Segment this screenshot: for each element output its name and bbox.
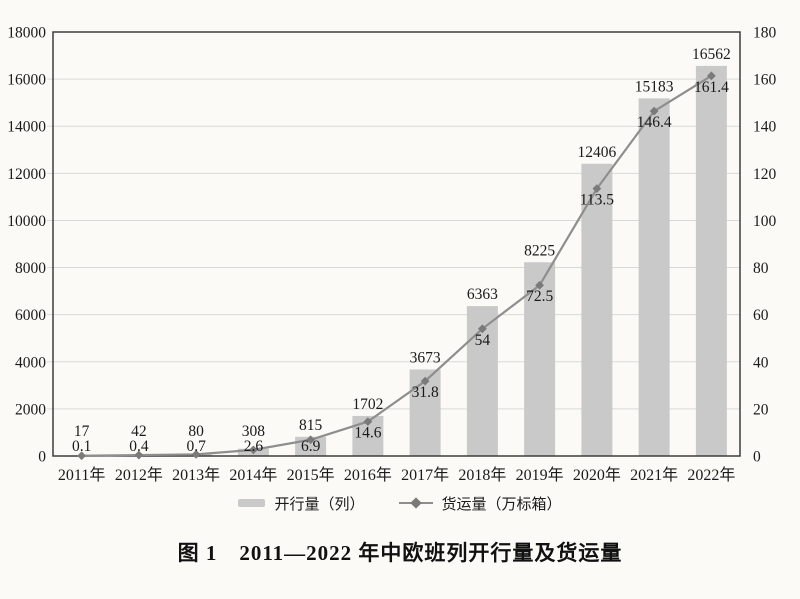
line-value-label: 0.7	[186, 438, 206, 455]
chart-legend: 开行量（列） 货运量（万标箱）	[0, 492, 800, 514]
y-axis-tick-label-right: 160	[753, 72, 777, 89]
plot-border	[52, 31, 741, 457]
line-marker	[592, 184, 602, 194]
line-marker	[248, 445, 258, 455]
bar-swatch-icon	[238, 499, 266, 507]
bar-value-label: 16562	[692, 46, 731, 63]
line-value-label: 113.5	[580, 192, 615, 209]
x-axis-tick-label: 2011年	[58, 466, 105, 484]
line-marker	[420, 376, 430, 386]
x-axis-tick-label: 2022年	[687, 466, 735, 484]
y-axis-tick-label-left: 18000	[7, 25, 46, 42]
y-axis-tick-label-left: 14000	[7, 119, 46, 136]
y-axis-tick-label-right: 40	[753, 354, 769, 371]
line-value-label: 146.4	[637, 114, 672, 131]
bar-value-label: 80	[188, 423, 204, 440]
line-series	[81, 74, 712, 457]
y-axis-tick-label-left: 8000	[15, 260, 46, 277]
line-marker	[363, 417, 373, 427]
y-axis-tick-label-right: 140	[753, 119, 777, 136]
line-marker	[191, 449, 201, 459]
x-axis-tick-label: 2018年	[458, 466, 506, 484]
line-marker	[649, 106, 659, 116]
line-marker	[706, 71, 716, 81]
x-axis-tick-label: 2020年	[573, 466, 621, 484]
line-value-label: 0.1	[72, 438, 91, 455]
y-axis-tick-label-right: 20	[753, 401, 769, 418]
bar-value-label: 6363	[467, 286, 498, 303]
bar-value-label: 8225	[524, 242, 555, 259]
bar-value-label: 3673	[410, 349, 441, 366]
y-axis-tick-label-right: 60	[753, 307, 769, 324]
line-value-label: 2.6	[244, 438, 264, 455]
line-value-label: 6.9	[301, 438, 321, 455]
bar-value-label: 42	[131, 423, 147, 440]
line-marker	[306, 435, 316, 445]
legend-label-trains: 开行量（列）	[274, 496, 365, 513]
line-marker	[477, 324, 487, 334]
y-axis-tick-label-left: 2000	[15, 401, 46, 418]
line-marker	[134, 450, 144, 460]
y-axis-tick-label-left: 10000	[7, 213, 46, 230]
line-value-label: 72.5	[526, 288, 553, 305]
x-axis-tick-label: 2013年	[172, 466, 220, 484]
bar-value-label: 12406	[578, 144, 617, 161]
y-axis-tick-label-left: 16000	[7, 72, 46, 89]
line-diamond-swatch-icon	[398, 497, 433, 509]
y-axis-tick-label-left: 4000	[15, 354, 46, 371]
bar-value-label: 15183	[635, 78, 674, 95]
figure-caption: 图 1 2011—2022 年中欧班列开行量及货运量	[177, 541, 623, 565]
bar-value-label: 815	[299, 417, 323, 434]
bar	[638, 98, 670, 456]
x-axis-tick-label: 2014年	[229, 466, 277, 484]
line-value-label: 54	[475, 332, 491, 349]
legend-label-freight: 货运量（万标箱）	[441, 496, 562, 513]
x-axis-tick-label: 2017年	[401, 466, 449, 484]
y-axis-tick-label-right: 100	[753, 213, 777, 230]
x-axis-tick-label: 2015年	[287, 466, 335, 484]
x-axis-tick-label: 2012年	[115, 466, 163, 484]
diamond-marker-icon	[409, 497, 422, 509]
combo-chart-canvas: 17 42 80 308 815 1702 3673 6363 8225 12406 15183 16…	[7, 25, 777, 485]
y-axis-tick-label-left: 0	[38, 449, 46, 466]
legend-item-freight: 货运量（万标箱）	[398, 493, 562, 514]
line-marker	[77, 451, 87, 461]
line-value-label: 0.4	[129, 438, 149, 455]
bar-value-label: 17	[74, 423, 90, 440]
y-axis-tick-label-right: 120	[753, 166, 777, 183]
x-axis-tick-label: 2019年	[516, 466, 564, 484]
bar-value-label: 1702	[352, 396, 383, 413]
legend-item-trains: 开行量（列）	[238, 493, 365, 514]
x-axis-tick-label: 2021年	[630, 466, 678, 484]
y-axis-tick-label-right: 80	[753, 260, 769, 277]
y-axis-tick-label-right: 0	[753, 449, 761, 466]
bar-value-label: 308	[242, 423, 266, 440]
x-axis-tick-label: 2016年	[344, 466, 392, 484]
y-axis-tick-label-right: 180	[753, 25, 777, 42]
line-value-label: 14.6	[354, 425, 381, 442]
line-value-label: 31.8	[412, 384, 439, 401]
line-value-label: 161.4	[694, 79, 729, 96]
y-axis-tick-label-left: 6000	[15, 307, 46, 324]
y-axis-tick-label-left: 12000	[7, 166, 46, 183]
line-marker	[535, 280, 545, 290]
bar	[695, 65, 727, 456]
bar	[524, 262, 556, 456]
bar	[581, 163, 613, 456]
